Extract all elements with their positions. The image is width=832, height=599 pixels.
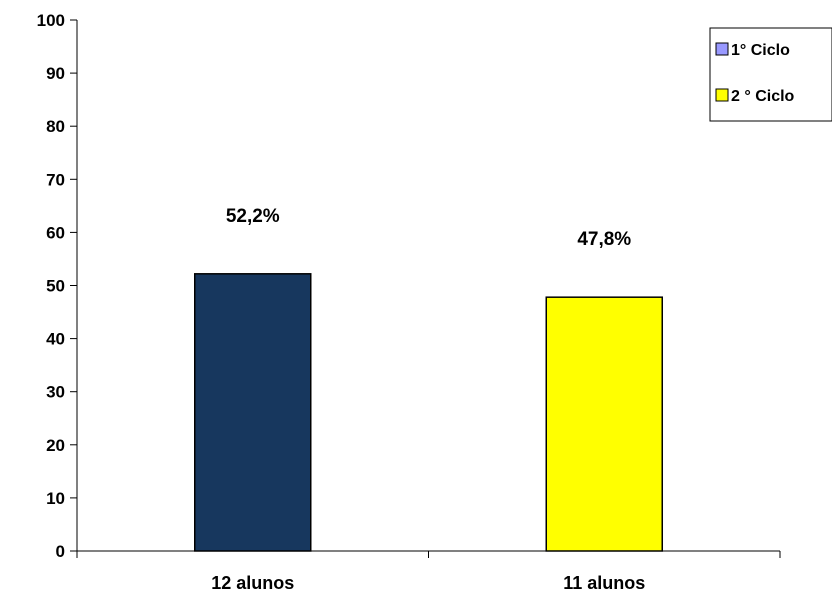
y-tick-label: 0: [56, 542, 65, 561]
y-tick-label: 70: [46, 170, 65, 189]
legend-label: 1° Ciclo: [731, 42, 790, 59]
bar-1: [194, 273, 312, 552]
y-tick-label: 90: [46, 64, 65, 83]
y-tick-label: 50: [46, 277, 65, 296]
bars: [194, 273, 663, 552]
y-tick-label: 40: [46, 330, 65, 349]
axes: 0 10 20 30 40 50 60 70 80 90 100 12 alunos 11 alunos: [37, 11, 781, 593]
data-labels: 52,2% 47,8%: [226, 206, 631, 250]
x-category-label: 12 alunos: [211, 573, 294, 593]
y-tick-label: 10: [46, 489, 65, 508]
y-tick-label: 80: [46, 117, 65, 136]
y-tick-label: 100: [37, 11, 65, 30]
legend-swatch: [715, 42, 729, 56]
y-tick-label: 30: [46, 383, 65, 402]
legend-box: [709, 27, 832, 122]
y-tick-label: 20: [46, 436, 65, 455]
data-label: 47,8%: [577, 229, 631, 250]
x-category-label: 11 alunos: [563, 573, 645, 593]
legend-label: 2 ° Ciclo: [731, 88, 795, 105]
legend: 1° Ciclo 2 ° Ciclo: [709, 27, 832, 122]
data-label: 52,2%: [226, 206, 280, 227]
bar-2: [545, 296, 663, 552]
y-tick-label: 60: [46, 223, 65, 242]
legend-swatch: [715, 88, 729, 102]
